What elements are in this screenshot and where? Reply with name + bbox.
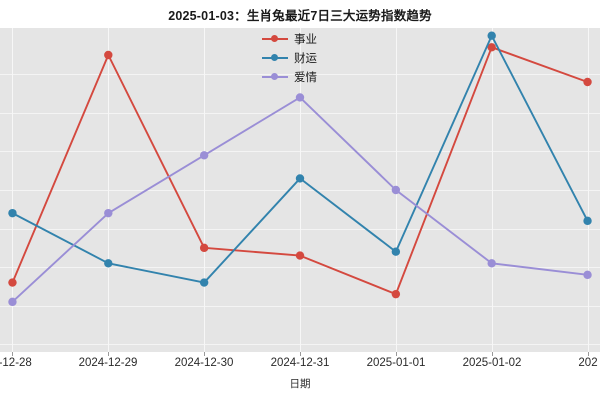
legend-item-财运[interactable]: 财运 xyxy=(262,49,317,66)
data-point[interactable] xyxy=(8,297,17,307)
series-事业 xyxy=(8,43,592,299)
data-point[interactable] xyxy=(295,174,305,183)
gridline-vertical xyxy=(588,28,589,352)
x-tick-mark xyxy=(588,352,589,356)
gridline-vertical xyxy=(12,28,13,352)
chart-title: 2025-01-03：生肖兔最近7日三大运势指数趋势 xyxy=(168,9,432,23)
legend-label: 事业 xyxy=(294,33,317,46)
chart-legend: 事业 财运 爱情 xyxy=(262,30,317,85)
x-tick-label: 2025-01-02 xyxy=(462,357,522,369)
x-tick-label: 4-12-28 xyxy=(0,357,32,369)
x-tick-mark xyxy=(300,352,301,356)
data-point[interactable] xyxy=(8,278,17,287)
gridline-vertical xyxy=(492,28,493,352)
data-point[interactable] xyxy=(487,31,496,40)
legend-item-爱情[interactable]: 爱情 xyxy=(262,68,317,85)
data-point[interactable] xyxy=(104,50,113,60)
series-lines xyxy=(8,31,592,307)
x-tick-mark xyxy=(492,352,493,356)
data-point[interactable] xyxy=(583,216,592,226)
data-point[interactable] xyxy=(583,270,592,280)
gridline-vertical xyxy=(108,28,109,352)
legend-marker-icon xyxy=(262,52,288,64)
data-point[interactable] xyxy=(199,278,209,287)
x-tick-label: 2024-12-30 xyxy=(174,357,234,369)
gridline-vertical xyxy=(204,28,205,352)
gridline-vertical xyxy=(300,28,301,352)
x-tick-label: 202 xyxy=(578,357,598,369)
x-tick-label: 2024-12-31 xyxy=(270,357,330,369)
series-财运 xyxy=(8,31,592,287)
x-tick-label: 2025-01-01 xyxy=(366,357,426,369)
data-point[interactable] xyxy=(199,151,209,160)
legend-marker-icon xyxy=(262,71,288,83)
data-point[interactable] xyxy=(487,43,496,52)
series-爱情 xyxy=(8,93,592,307)
data-point[interactable] xyxy=(8,208,17,218)
x-tick-label: 2024-12-29 xyxy=(78,357,138,369)
legend-label: 财运 xyxy=(294,52,317,65)
data-point[interactable] xyxy=(104,259,113,268)
data-point[interactable] xyxy=(295,251,305,260)
data-point[interactable] xyxy=(104,208,113,218)
data-point[interactable] xyxy=(391,185,401,195)
data-point[interactable] xyxy=(295,93,305,102)
x-tick-mark xyxy=(204,352,205,356)
x-tick-mark xyxy=(12,352,13,356)
data-point[interactable] xyxy=(391,289,401,299)
data-point[interactable] xyxy=(583,77,592,87)
plot-area xyxy=(0,28,600,352)
data-point[interactable] xyxy=(199,243,209,253)
x-tick-mark xyxy=(396,352,397,356)
x-axis-title: 日期 xyxy=(289,378,311,390)
data-point[interactable] xyxy=(391,247,401,256)
data-point[interactable] xyxy=(487,259,496,268)
x-tick-mark xyxy=(108,352,109,356)
legend-item-事业[interactable]: 事业 xyxy=(262,30,317,47)
series-line xyxy=(11,96,589,303)
legend-label: 爱情 xyxy=(294,71,317,84)
legend-marker-icon xyxy=(262,33,288,45)
